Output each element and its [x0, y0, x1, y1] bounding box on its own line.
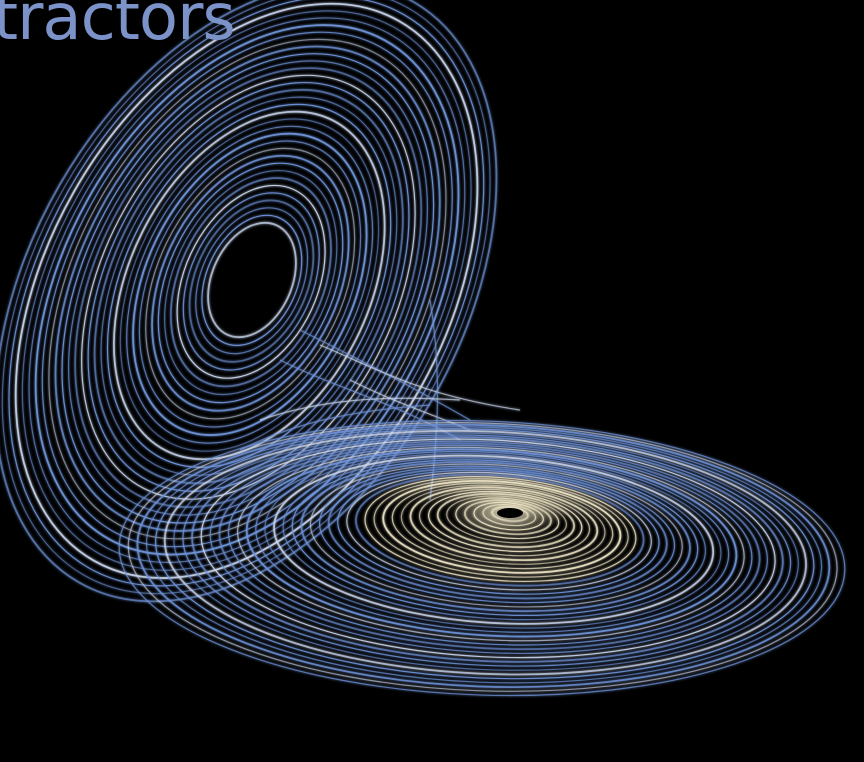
- orbit-ring: [364, 476, 637, 583]
- orbit-ring: [67, 60, 429, 516]
- orbit-ring: [145, 426, 823, 684]
- orbit-ring: [81, 74, 416, 500]
- orbit-ring: [346, 471, 652, 591]
- orbit-ring: [127, 421, 838, 692]
- orbit-ring: [318, 465, 676, 604]
- orbit-ring: [118, 419, 846, 697]
- orbit-ring: [145, 147, 356, 420]
- orbit-ring: [201, 214, 303, 347]
- crossing-strand: [319, 344, 521, 411]
- orbit-ring: [200, 438, 776, 659]
- orbit-ring: [218, 442, 761, 651]
- orbit-ring: [155, 428, 815, 680]
- orbit-ring: [28, 17, 466, 563]
- orbit-ring: [93, 88, 404, 485]
- orbit-ring: [237, 446, 745, 642]
- orbit-ring: [382, 479, 622, 574]
- orbit-ring: [264, 452, 722, 629]
- orbit-ring: [409, 486, 599, 561]
- orbit-ring: [34, 24, 460, 556]
- orbit-ring: [61, 53, 435, 524]
- orbit-ring: [300, 461, 691, 613]
- orbit-ring: [337, 469, 660, 595]
- orbit-ring: [74, 67, 423, 509]
- orbit-ring: [119, 118, 380, 452]
- orbit-ring: [182, 434, 792, 667]
- orbit-ring: [157, 162, 344, 404]
- orbit-ring: [132, 132, 368, 436]
- orbit-ring: [327, 467, 668, 600]
- crossing-strand: [259, 397, 461, 421]
- orbit-ring: [113, 110, 386, 461]
- orbit-ring: [273, 454, 715, 625]
- orbit-ring: [48, 38, 447, 540]
- orbit-ring: [41, 31, 453, 548]
- orbit-ring: [100, 96, 398, 476]
- orbit-ring: [176, 184, 326, 379]
- orbit-ring: [169, 177, 332, 388]
- orbit-ring: [173, 432, 799, 671]
- orbit-ring: [87, 81, 410, 492]
- crossing-strand: [239, 404, 431, 451]
- orbit-ring: [209, 440, 768, 655]
- orbit-ring: [207, 221, 297, 339]
- orbit-ring: [0, 0, 498, 603]
- orbit-ring: [182, 192, 320, 371]
- orbit-ring: [400, 484, 606, 565]
- orbit-ring: [8, 0, 485, 587]
- orbit-ring: [106, 103, 392, 468]
- orbit-ring: [14, 2, 479, 579]
- orbit-ring: [373, 478, 629, 578]
- orbit-ring: [138, 140, 362, 428]
- orbit-ring: [309, 463, 683, 608]
- orbit-ring: [227, 444, 753, 646]
- orbit-ring: [255, 450, 730, 633]
- orbit-ring: [54, 45, 441, 532]
- orbit-ring: [191, 436, 784, 663]
- lower-right-lobe: [118, 419, 846, 697]
- orbit-ring: [164, 169, 338, 396]
- orbit-ring: [355, 473, 645, 587]
- orbit-ring: [136, 423, 831, 688]
- lower-lobe-center-hole: [497, 508, 523, 518]
- orbit-ring: [282, 457, 707, 621]
- upper-lobe-center-hole: [215, 228, 285, 322]
- orbit-ring: [291, 459, 699, 616]
- orbit-ring: [391, 482, 614, 570]
- orbit-ring: [151, 154, 350, 412]
- orbit-ring: [163, 429, 807, 676]
- orbit-ring: [195, 207, 309, 355]
- orbit-ring: [126, 125, 374, 444]
- orbit-ring: [245, 448, 738, 638]
- slide-title-fragment: tractors: [0, 0, 236, 55]
- orbit-ring: [188, 199, 315, 363]
- upper-left-lobe: [0, 0, 498, 603]
